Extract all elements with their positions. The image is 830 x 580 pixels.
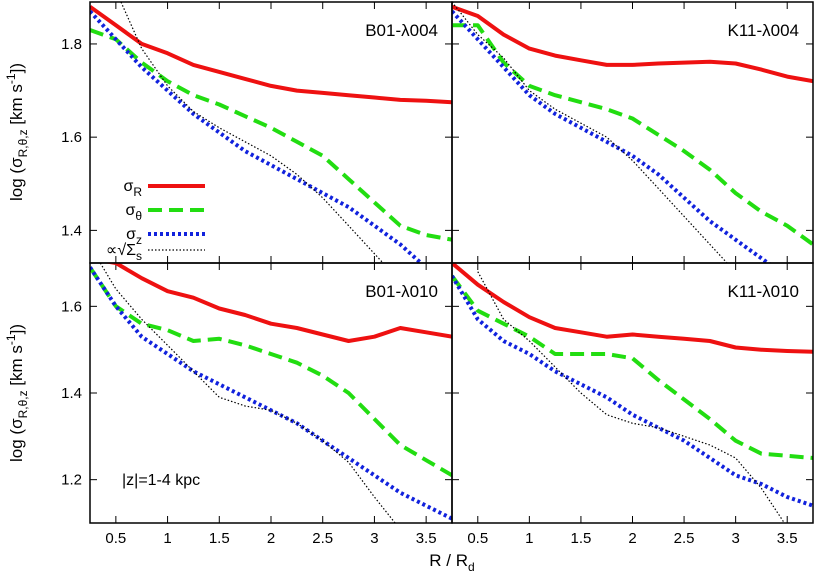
series-sigma_z (90, 9, 424, 263)
series-sigma_z (90, 266, 452, 521)
x-tick-label: 1 (163, 530, 171, 547)
legend-label: ∝√Σs (106, 242, 142, 263)
x-tick-label: 0.5 (467, 530, 488, 547)
series-sigma_s (120, 2, 384, 263)
y-axis-title-top: log (σR,θ,z​ [km s-1​]) (4, 63, 30, 201)
series-sigma_z (452, 9, 772, 263)
panel-0: 1.4 1.6 1.8 B01-λ004 (61, 1, 453, 264)
series-sigma_theta (90, 28, 452, 242)
series-sigma_theta (452, 274, 813, 460)
x-tick-label: 1.5 (209, 530, 230, 547)
x-tick-label: 3 (370, 530, 378, 547)
panel-1: K11-λ004 (451, 1, 814, 264)
series-sigma_R (452, 4, 813, 84)
series-sigma_s (477, 271, 786, 523)
y-tick-label: 1.8 (61, 36, 82, 53)
x-tick-label: 1.5 (570, 530, 591, 547)
x-tick-label: 2.5 (312, 530, 333, 547)
annotation-z-range: |z|=1-4 kpc (122, 472, 200, 489)
series-sigma_s (452, 2, 728, 263)
y-axis-title-bottom: log (σR,θ,z​ [km s-1​]) (4, 324, 30, 462)
legend-label: σθ (125, 202, 142, 223)
x-tick-label: 3.5 (416, 530, 437, 547)
x-axis-title: R / Rd​ (429, 551, 474, 574)
x-tick-label: 3.5 (777, 530, 798, 547)
series-group (90, 263, 452, 523)
y-tick-label: 1.4 (61, 222, 82, 239)
panel-frame (451, 1, 814, 264)
series-group (452, 2, 813, 263)
series-sigma_R (452, 263, 813, 354)
series-group (90, 2, 452, 263)
x-tick-label: 3 (731, 530, 739, 547)
series-sigma_R (103, 263, 452, 343)
panels-layer: 1.4 1.6 1.8 B01-λ004 K11-λ004 0.5 1 1.5 2 2.5 3 3.5… (61, 1, 814, 547)
panel-2: 0.5 1 1.5 2 2.5 3 3.5 1.2 1.4 1.6 B01-λ010 (61, 262, 453, 547)
series-group (452, 263, 813, 523)
legend-label: σR (123, 178, 142, 199)
y-tick-label: 1.6 (61, 298, 82, 315)
panel-3: 0.5 1 1.5 2 2.5 3 3.5 K11-λ010 (451, 262, 814, 547)
x-tick-label: 2 (628, 530, 636, 547)
x-tick-label: 2 (267, 530, 275, 547)
panel-title: K11-λ004 (727, 21, 799, 40)
series-sigma_R (90, 5, 452, 105)
y-tick-label: 1.2 (61, 472, 82, 489)
series-sigma_z (452, 274, 813, 508)
panel-title: K11-λ010 (727, 282, 799, 301)
panel-title: B01-λ004 (365, 21, 438, 40)
x-tick-label: 2.5 (674, 530, 695, 547)
y-tick-label: 1.6 (61, 129, 82, 146)
panel-frame (451, 262, 814, 524)
panel-title: B01-λ010 (365, 282, 438, 301)
x-tick-label: 0.5 (105, 530, 126, 547)
x-tick-label: 1 (525, 530, 533, 547)
y-tick-label: 1.4 (61, 385, 82, 402)
series-sigma_theta (90, 266, 452, 478)
series-sigma_theta (452, 23, 813, 247)
series-sigma_s (99, 263, 396, 523)
